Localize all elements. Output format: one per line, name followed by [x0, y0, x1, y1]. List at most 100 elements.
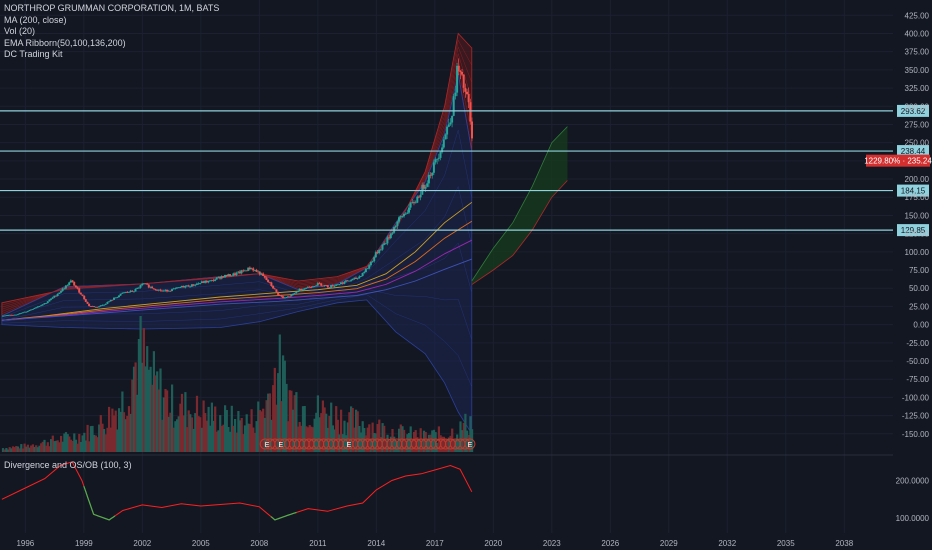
price-candle [253, 269, 256, 271]
price-candle [434, 159, 437, 163]
price-candle [176, 287, 178, 289]
price-candle [373, 257, 376, 262]
price-candle [306, 286, 309, 288]
price-candle [184, 286, 187, 288]
price-axis-tick-label: 275.00 [905, 120, 930, 129]
price-candle [146, 283, 149, 285]
earnings-marker-label: E [347, 442, 352, 449]
price-candle [263, 276, 266, 278]
price-candle [8, 314, 11, 316]
dc-lower-line [1, 130, 473, 318]
volume-bar [471, 429, 474, 452]
volume-bar [11, 446, 15, 452]
divergence-axis-tick-label: 200.0000 [896, 477, 930, 486]
price-axis[interactable]: 425.00 400.00 375.00 350.00 325.00 300.00 275.… [902, 11, 930, 439]
price-candle [33, 308, 36, 309]
volume-bar [350, 406, 353, 452]
price-axis-tick-label: 375.00 [905, 48, 930, 57]
price-candle [166, 289, 168, 292]
price-candle [270, 282, 273, 286]
volume-bar [152, 351, 155, 452]
price-candle [257, 271, 260, 273]
volume-bar [432, 429, 436, 452]
price-candle [69, 280, 72, 283]
projection-upper-line [471, 126, 568, 282]
level-label-box [897, 224, 929, 237]
volume-bar [252, 427, 255, 452]
price-candle [26, 311, 29, 312]
price-candle [79, 292, 82, 295]
volume-bar [263, 417, 266, 452]
volume-bar [469, 416, 472, 452]
volume-bar [234, 419, 237, 452]
price-axis-tick-label: 250.00 [905, 139, 930, 148]
volume-bar [144, 366, 147, 452]
price-candle [441, 147, 444, 153]
study-dc-trading-kit[interactable]: DC Trading Kit [4, 49, 63, 59]
level-lines[interactable]: 293.62 238.44 184.15 129.85 [0, 104, 929, 237]
price-candle [290, 294, 293, 297]
price-candle [232, 273, 235, 276]
volume-bar [1, 448, 5, 452]
volume-bar [164, 389, 167, 452]
volume-bar [94, 435, 97, 452]
price-candle [326, 285, 329, 288]
sub-pane-title[interactable]: Divergence and OS/OB (100, 3) [4, 460, 132, 470]
price-candle [202, 281, 205, 283]
price-candle [469, 102, 472, 122]
volume-bar [41, 441, 44, 452]
volume-bar [393, 436, 396, 452]
price-candle [207, 280, 210, 283]
price-candle [321, 285, 324, 287]
price-candle [78, 288, 81, 293]
volume-bar [189, 414, 192, 452]
volume-bar [114, 410, 117, 452]
study-volume[interactable]: Vol (20) [4, 26, 36, 36]
earnings-marker [459, 438, 471, 450]
price-candle [431, 172, 434, 176]
price-candle [177, 287, 180, 289]
price-candle [104, 304, 107, 305]
volume-bar [209, 425, 212, 452]
price-candle [109, 299, 112, 302]
price-candle [96, 306, 99, 308]
price-candle [245, 270, 248, 272]
price-axis-tick-label: 0.00 [913, 321, 929, 330]
volume-bar [384, 440, 387, 452]
volume-bar [31, 444, 34, 452]
level-label: 238.44 [901, 147, 926, 156]
volume-bar [122, 412, 126, 452]
divergence-line [1, 461, 473, 521]
volume-bar [427, 434, 431, 452]
study-ema-ribbon[interactable]: EMA Ribborn(50,100,136,200) [4, 37, 126, 48]
price-candle [3, 315, 6, 317]
volume-bar [328, 415, 331, 452]
price-candle [136, 287, 139, 289]
volume-bar [441, 436, 444, 452]
time-axis[interactable]: 1996 1999 2002 2005 2008 2011 2014 2017 2020 2023… [16, 539, 853, 548]
price-candle [111, 299, 114, 301]
volume-bar [255, 421, 258, 452]
volume-bar [235, 432, 238, 452]
time-axis-tick-label: 1999 [75, 539, 93, 548]
price-candle [311, 286, 314, 288]
volume-bar [36, 447, 39, 452]
price-candle [355, 277, 357, 279]
divergence-axis[interactable]: 200.0000 100.0000 [896, 477, 930, 524]
price-candle [147, 284, 150, 288]
price-candle [371, 261, 374, 262]
volume-bar [298, 422, 301, 452]
study-ma[interactable]: MA (200, close) [4, 14, 67, 25]
volume-bar [224, 405, 227, 452]
volume-bar [426, 438, 429, 452]
price-candle [18, 313, 21, 315]
volume-bar [146, 346, 149, 452]
volume-bar [258, 410, 261, 452]
volume-bar [169, 412, 172, 452]
price-candle [99, 305, 102, 307]
price-candle [466, 91, 468, 94]
symbol-title[interactable]: NORTHROP GRUMMAN CORPORATION, 1M, BATS [4, 3, 220, 13]
volume-bar [288, 390, 291, 452]
